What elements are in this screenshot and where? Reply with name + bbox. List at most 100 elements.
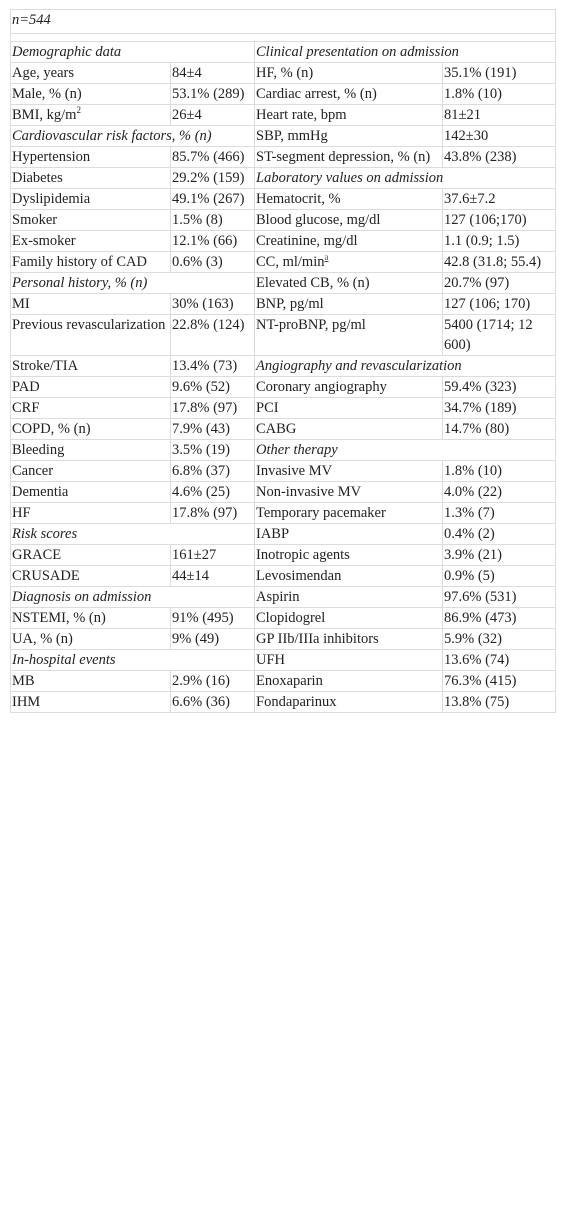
section-header-right: Angiography and revascularization [253, 355, 557, 377]
variable-name-right: Aspirin [254, 586, 443, 608]
variable-name-right-text: Fondaparinux [256, 694, 337, 710]
variable-name-right: CABG [254, 418, 443, 440]
variable-name-right: Enoxaparin [254, 670, 443, 692]
table-row: GRACE 161±27 Inotropic agents 3.9% (21) [10, 544, 557, 566]
table-row: Diagnosis on admission Aspirin 97.6% (531) [10, 586, 557, 608]
variable-value-right-text: 142±30 [444, 128, 489, 144]
variable-name-left-text: NSTEMI, % (n) [12, 610, 106, 626]
variable-value-left-text: 53.1% (289) [172, 86, 245, 102]
variable-name-right: Heart rate, bpm [254, 104, 443, 126]
variable-value-left: 84±4 [170, 62, 255, 84]
baseline-characteristics-table: n=544 Demographic data Clinical presentat… [9, 9, 557, 713]
variable-name-left-text: PAD [12, 379, 40, 395]
section-header-left-text: Risk scores [12, 526, 78, 542]
table-row: Dementia 4.6% (25) Non-invasive MV 4.0% (22… [10, 481, 557, 503]
variable-value-left: 2.9% (16) [170, 670, 255, 692]
variable-value-right-text: 1.8% (10) [444, 463, 502, 479]
footnote-link[interactable]: a [324, 252, 329, 263]
table-row: Previous revascularization 22.8% (124) NT-… [10, 314, 557, 356]
variable-name-left-text: Ex-smoker [12, 233, 76, 249]
variable-value-right: 43.8% (238) [441, 146, 557, 168]
variable-value-right: 20.7% (97) [441, 272, 557, 294]
variable-name-right: Temporary pacemaker [254, 502, 443, 524]
variable-name-left-text: Dementia [12, 484, 69, 500]
section-header-right: Other therapy [253, 439, 557, 461]
variable-value-right-text: 42.8 (31.8; 55.4) [444, 254, 542, 270]
variable-value-right-text: 14.7% (80) [444, 421, 510, 437]
variable-value-right: 127 (106; 170) [441, 293, 557, 315]
variable-name-right: Creatinine, mg/dl [254, 230, 443, 252]
variable-value-left: 161±27 [170, 544, 255, 566]
variable-value-left-text: 13.4% (73) [172, 358, 238, 374]
section-header-left: Cardiovascular risk factors, % (n) [10, 125, 255, 147]
variable-value-left: 12.1% (66) [170, 230, 255, 252]
table-row: CRUSADE 44±14 Levosimendan 0.9% (5) [10, 565, 557, 587]
variable-value-right: 5.9% (32) [441, 628, 557, 650]
variable-value-left-text: 7.9% (43) [172, 421, 230, 437]
section-header-right-text: Laboratory values on admission [256, 170, 444, 186]
variable-name-right: GP IIb/IIIa inhibitors [254, 628, 443, 650]
variable-value-right: 59.4% (323) [441, 376, 557, 398]
variable-name-right: CC, ml/mina [254, 251, 443, 273]
variable-value-right-text: 43.8% (238) [444, 149, 517, 165]
variable-name-left-text: CRUSADE [12, 568, 80, 584]
variable-value-left: 29.2% (159) [170, 167, 255, 189]
spacer-row [9, 33, 557, 42]
section-header-right-text: Other therapy [256, 442, 338, 458]
variable-name-left: Age, years [10, 62, 171, 84]
variable-value-left: 30% (163) [170, 293, 255, 315]
variable-name-right: PCI [254, 397, 443, 419]
variable-name-left: IHM [10, 691, 171, 713]
variable-value-left: 0.6% (3) [170, 251, 255, 273]
variable-value-right: 127 (106;170) [441, 209, 557, 231]
variable-value-right: 13.6% (74) [441, 649, 557, 671]
variable-name-right-text: SBP, mmHg [256, 128, 328, 144]
variable-name-left-text: Dyslipidemia [12, 191, 91, 207]
variable-name-left-text: CRF [12, 400, 40, 416]
variable-name-left: CRF [10, 397, 171, 419]
variable-name-left-text: Male, % (n) [12, 86, 82, 102]
section-header-left-text: Personal history, % (n) [12, 275, 148, 291]
variable-name-left: NSTEMI, % (n) [10, 607, 171, 629]
variable-name-left-text: UA, % (n) [12, 631, 73, 647]
variable-value-right: 86.9% (473) [441, 607, 557, 629]
table-row: In-hospital events UFH 13.6% (74) [10, 649, 557, 671]
table-row: PAD 9.6% (52) Coronary angiography 59.4% (3… [10, 376, 557, 398]
variable-name-left-text: Age, years [12, 65, 75, 81]
variable-value-left: 17.8% (97) [170, 397, 255, 419]
variable-name-right: Inotropic agents [254, 544, 443, 566]
variable-name-left: Bleeding [10, 439, 171, 461]
variable-name-left-superscript: 2 [76, 105, 81, 116]
section-header-left-text: Diagnosis on admission [12, 589, 152, 605]
variable-name-right-text: Aspirin [256, 589, 300, 605]
section-header-right: Laboratory values on admission [253, 167, 557, 189]
variable-name-right-text: Elevated CB, % (n) [256, 275, 370, 291]
variable-name-right-text: Inotropic agents [256, 547, 350, 563]
variable-name-right-superscript: a [324, 252, 329, 263]
table-row: Family history of CAD 0.6% (3) CC, ml/mina… [10, 251, 557, 273]
variable-value-right-text: 1.3% (7) [444, 505, 495, 521]
variable-value-right-text: 81±21 [444, 107, 481, 123]
variable-value-right-text: 127 (106; 170) [444, 296, 531, 312]
table-row: Male, % (n) 53.1% (289) Cardiac arrest, % … [10, 83, 557, 105]
variable-name-right-text: CABG [256, 421, 297, 437]
section-header-left-text: Cardiovascular risk factors, % (n) [12, 128, 212, 144]
section-header-left: Risk scores [10, 523, 255, 545]
variable-name-right-text: PCI [256, 400, 279, 416]
variable-name-right: UFH [254, 649, 443, 671]
variable-value-left-text: 9% (49) [172, 631, 220, 647]
variable-value-left-text: 9.6% (52) [172, 379, 230, 395]
variable-name-left-text: GRACE [12, 547, 62, 563]
section-header-left: Diagnosis on admission [10, 586, 255, 608]
variable-name-left-text: Hypertension [12, 149, 91, 165]
variable-value-right-text: 34.7% (189) [444, 400, 517, 416]
variable-value-left-text: 84±4 [172, 65, 202, 81]
variable-name-left: MB [10, 670, 171, 692]
variable-name-right: Hematocrit, % [254, 188, 443, 210]
variable-name-right-text: NT-proBNP, pg/ml [256, 317, 366, 333]
variable-name-right-text: Creatinine, mg/dl [256, 233, 358, 249]
variable-name-right-text: Cardiac arrest, % (n) [256, 86, 377, 102]
variable-value-left-text: 6.6% (36) [172, 694, 230, 710]
variable-value-right-text: 35.1% (191) [444, 65, 517, 81]
variable-name-right-text: Blood glucose, mg/dl [256, 212, 381, 228]
